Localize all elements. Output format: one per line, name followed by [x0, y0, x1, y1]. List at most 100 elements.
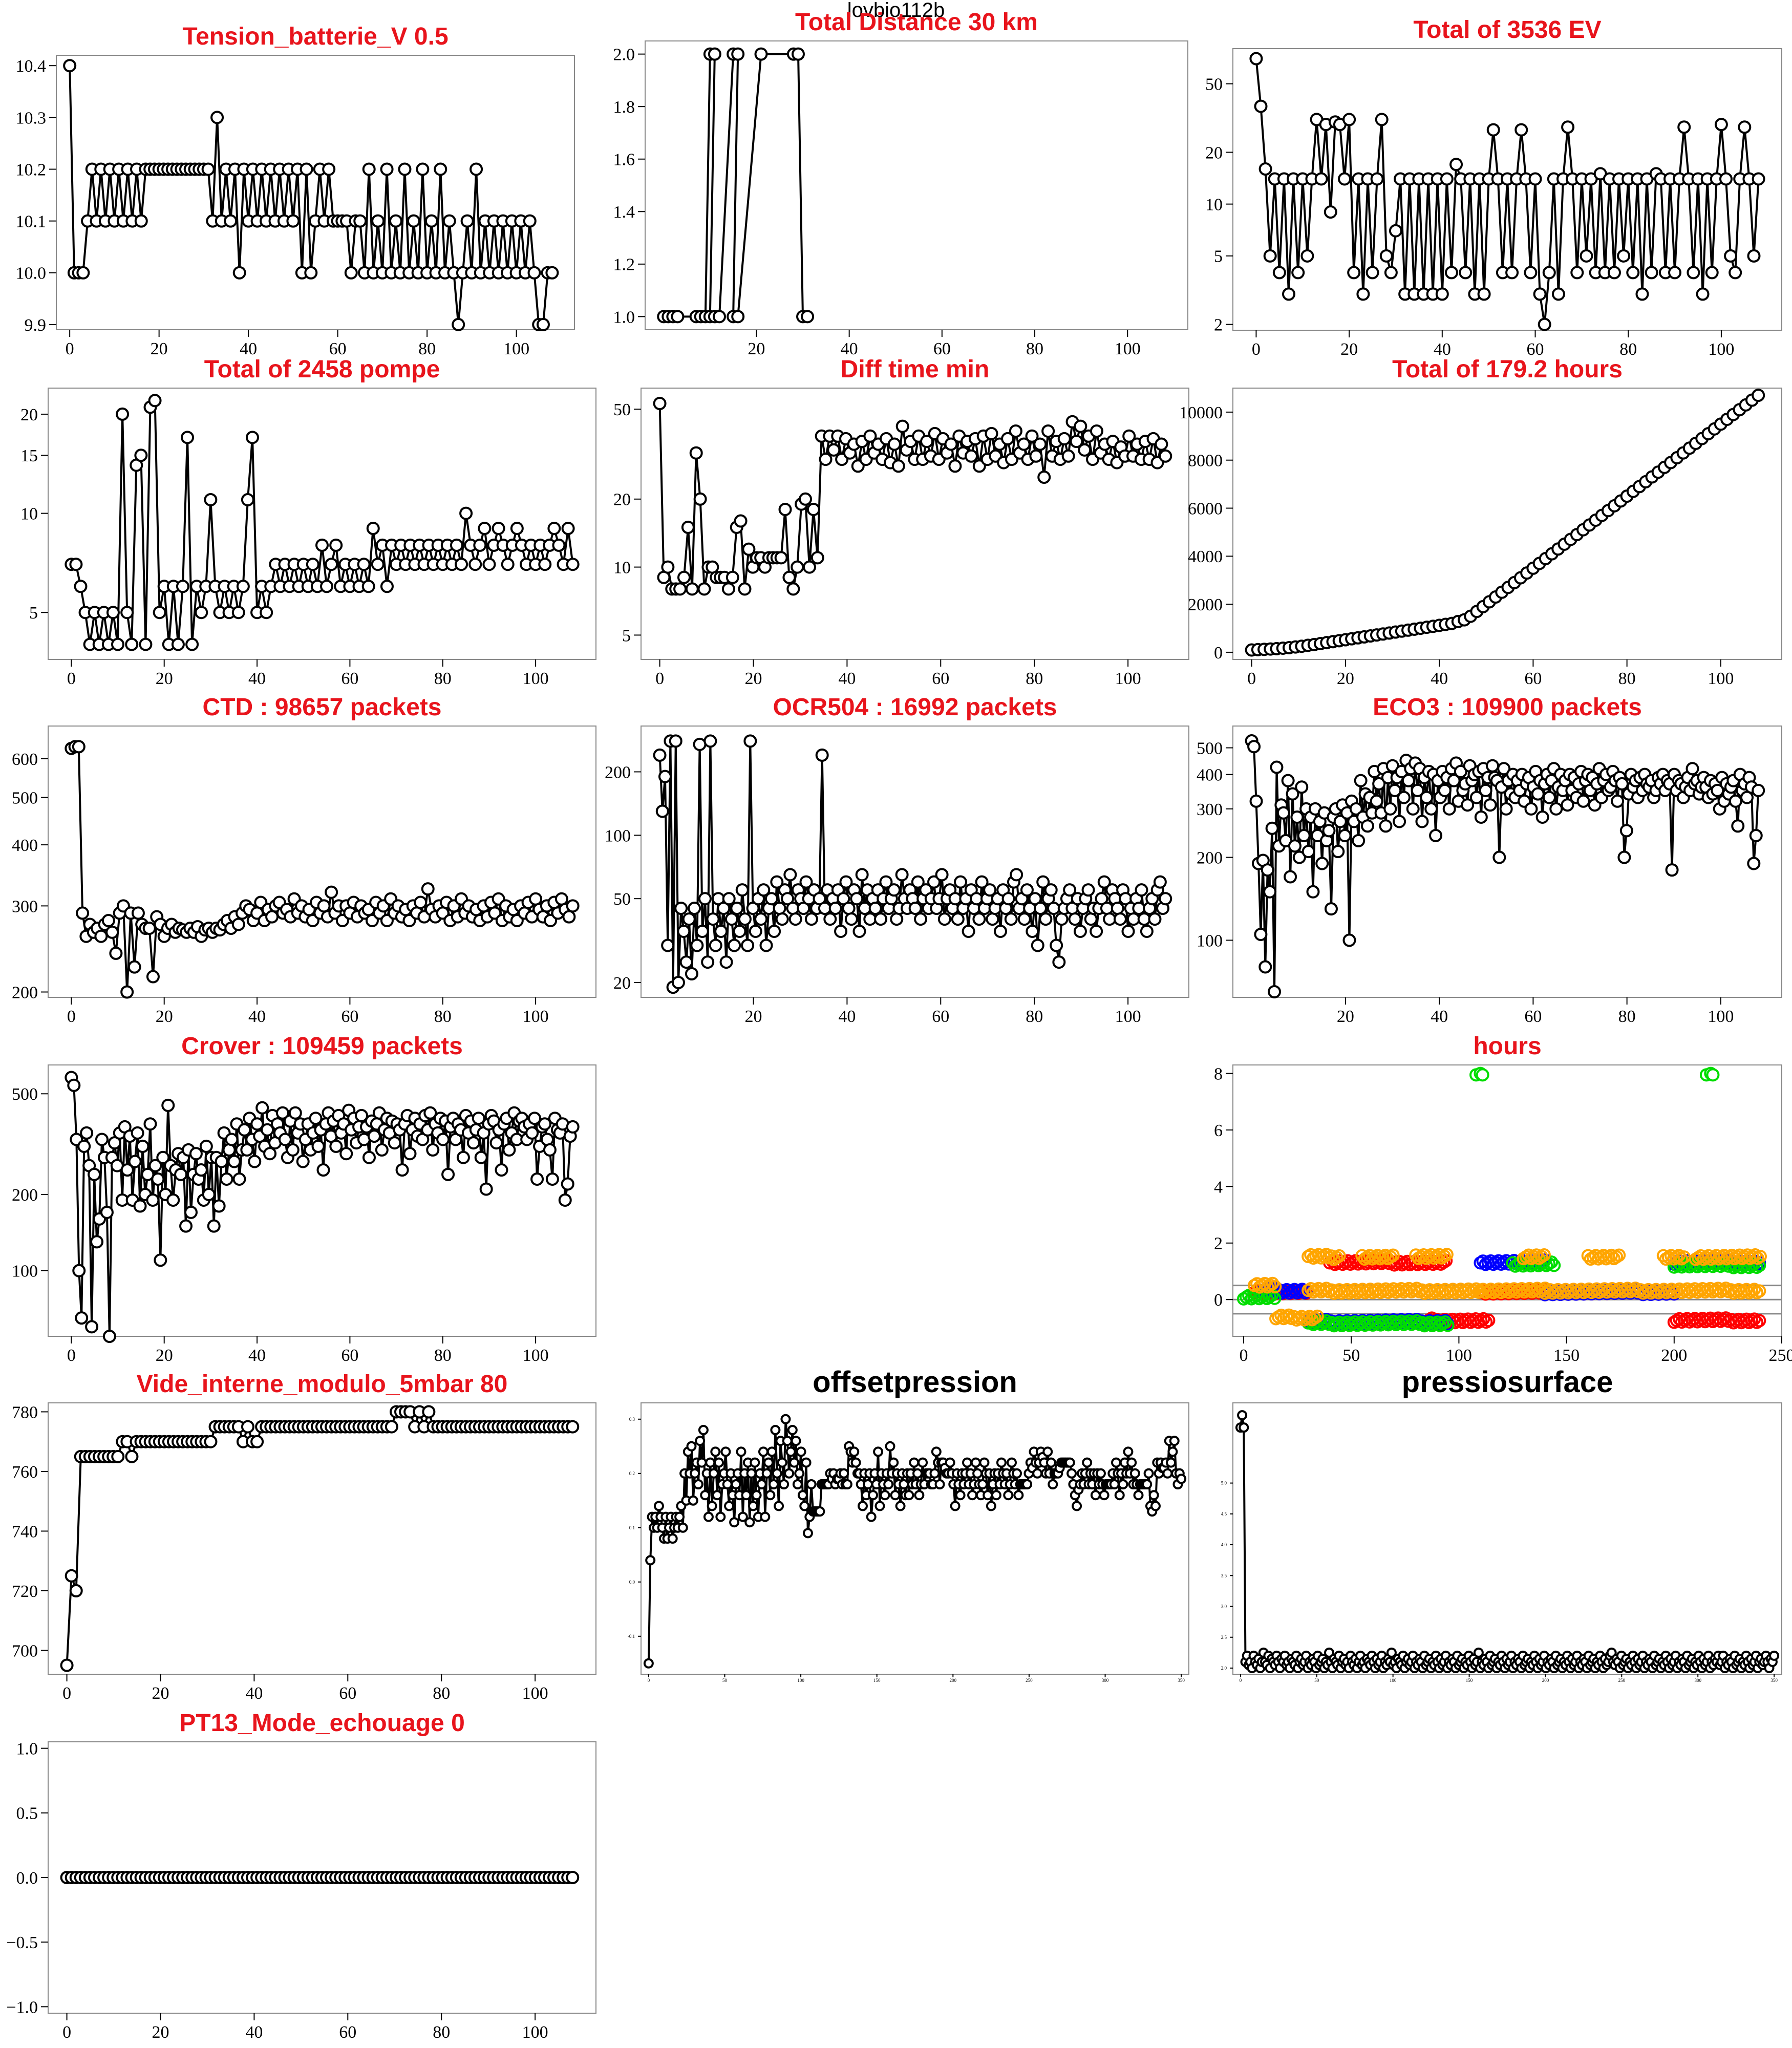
data-point [320, 580, 334, 593]
data-point [1258, 162, 1272, 176]
data-point [204, 1435, 218, 1448]
x-tick-label: 60 [1524, 669, 1542, 688]
data-point [1528, 172, 1542, 186]
data-point [754, 912, 768, 926]
data-point [1265, 821, 1279, 835]
data-point [224, 214, 238, 228]
data-point [787, 1425, 798, 1435]
x-tick-label: 100 [523, 1007, 549, 1026]
data-point [1111, 1457, 1122, 1468]
data-point [1749, 828, 1763, 842]
x-tick-label: 40 [245, 2023, 263, 2042]
data-point [250, 1435, 264, 1448]
y-tick-label: 4 [1214, 1178, 1223, 1197]
data-point [730, 902, 744, 915]
data-point [1064, 1457, 1075, 1468]
data-point [60, 1658, 74, 1672]
data-point [1258, 960, 1272, 974]
x-tick-label: 100 [522, 2023, 548, 2042]
data-point [951, 912, 965, 926]
data-point [712, 1490, 722, 1501]
data-point [810, 551, 824, 565]
data-point [834, 924, 848, 938]
y-tick-label: 2.5 [1221, 1635, 1227, 1640]
data-point [728, 938, 741, 952]
data-point [1097, 875, 1111, 889]
data-point [671, 975, 685, 989]
data-point [1284, 870, 1297, 884]
data-point [227, 1155, 241, 1168]
panel-crover: Crover : 109459 packets 0 20 40 60 80 100 100 2… [12, 1033, 596, 1365]
data-point [788, 912, 802, 926]
y-tick-label: 3.5 [1221, 1573, 1227, 1578]
data-point [945, 1457, 955, 1468]
data-point [1010, 868, 1023, 882]
data-point [1617, 850, 1631, 864]
data-point [67, 1078, 81, 1092]
data-point [815, 748, 829, 762]
data-point [362, 162, 376, 176]
data-point [88, 1167, 101, 1181]
data-point [322, 162, 336, 176]
data-point [502, 1143, 516, 1157]
x-tick-label: 60 [1524, 1007, 1542, 1026]
data-point [733, 924, 746, 938]
x-tick-label: 100 [797, 1678, 804, 1683]
x-tick-label: 250 [1769, 1346, 1792, 1365]
data-point [1438, 783, 1452, 797]
y-tick-label: 720 [12, 1582, 38, 1601]
data-point [979, 1457, 990, 1468]
data-point [737, 1511, 748, 1522]
panel-total-ev: Total of 3536 EV 0 20 40 60 80 100 2 5 10 20 50 [1205, 16, 1782, 359]
data-point [1769, 1650, 1780, 1661]
data-point [1109, 1479, 1120, 1489]
data-point [784, 1468, 795, 1479]
x-tick-label: 20 [152, 2023, 169, 2042]
data-point [1142, 1479, 1153, 1489]
data-point [1375, 113, 1389, 126]
chart: 0 20 40 60 80 100 −1.0 −0.5 0.0 0.5 1.0 [6, 1740, 596, 2042]
data-point [212, 1199, 226, 1213]
data-point [983, 883, 997, 897]
data-point [562, 910, 576, 924]
data-point [344, 266, 358, 280]
x-tick-label: 80 [1618, 669, 1636, 688]
data-point [1100, 902, 1114, 915]
data-point [1352, 834, 1366, 847]
data-point [1082, 1457, 1093, 1468]
panel-total-hours: Total of 179.2 hours 0 20 40 60 80 100 0 2000 40… [1179, 356, 1782, 688]
data-point [1068, 912, 1082, 926]
data-point [407, 214, 420, 228]
x-tick-label: 60 [1527, 340, 1544, 359]
y-tick-label: 760 [12, 1463, 38, 1482]
data-point [95, 1133, 109, 1146]
data-point [1331, 845, 1345, 859]
data-point [1295, 780, 1309, 794]
data-point [1012, 1468, 1022, 1479]
data-point [698, 892, 712, 906]
data-point [1155, 437, 1168, 451]
data-point [128, 1155, 142, 1168]
series-line [69, 66, 552, 326]
data-point [181, 431, 195, 444]
data-point [1333, 815, 1347, 828]
x-tick-label: 60 [933, 339, 951, 358]
x-tick-label: 60 [932, 669, 949, 688]
data-point [806, 1479, 817, 1489]
data-point [802, 1528, 813, 1539]
data-point [72, 740, 86, 754]
data-point [510, 522, 524, 536]
data-point [763, 1457, 774, 1468]
data-point [1687, 266, 1700, 280]
data-point [1322, 824, 1336, 838]
y-tick-label: 10.4 [16, 57, 47, 76]
x-tick-label: 100 [1708, 1007, 1734, 1026]
data-point [1017, 437, 1031, 451]
data-point [456, 1150, 470, 1164]
data-point [879, 875, 893, 889]
data-point [799, 875, 813, 889]
data-point [482, 558, 496, 571]
data-point [873, 1446, 884, 1457]
y-tick-label: 1.2 [613, 255, 635, 274]
data-point [765, 1490, 776, 1501]
